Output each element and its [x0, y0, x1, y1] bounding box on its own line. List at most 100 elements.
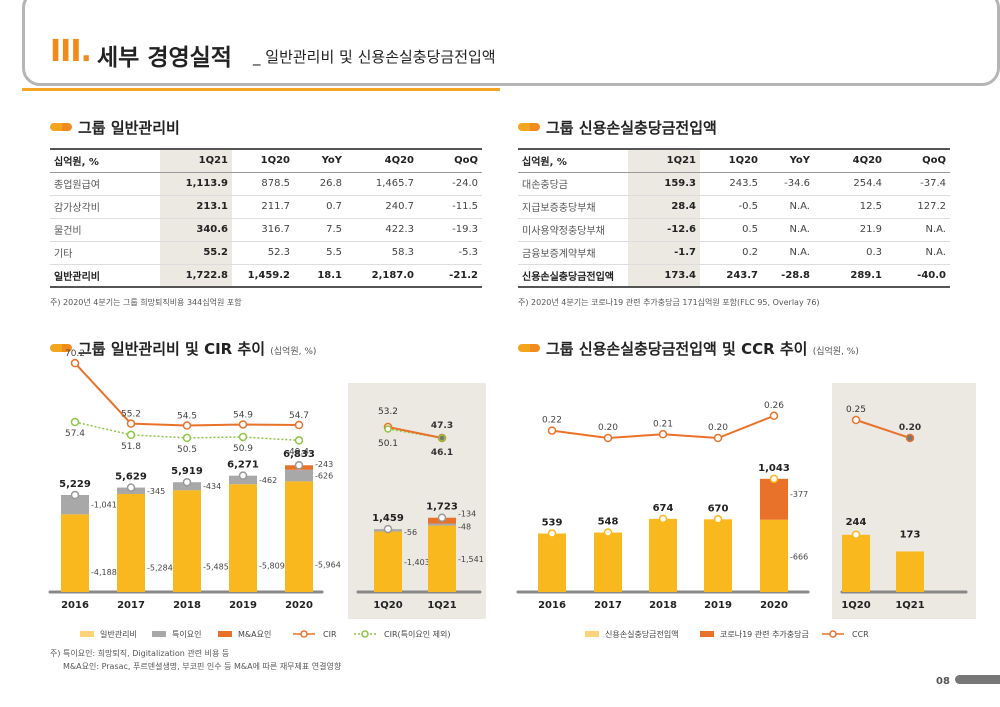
column-header: QoQ — [886, 148, 950, 173]
table-cell: 254.4 — [814, 172, 886, 196]
ccr-point — [658, 430, 668, 439]
ccr-point — [905, 433, 915, 443]
legend-label: 일반관리비 — [100, 629, 137, 639]
component-label: -462 — [259, 476, 277, 485]
table-row: 대손충당금 159.3 243.5 -34.6 254.4 -37.4 — [518, 172, 950, 196]
sga-table: 십억원, % 1Q21 1Q20 YoY 4Q20 QoQ 종업원급여 1,113.9 878.… — [50, 148, 482, 288]
table-cell: 0.5 — [700, 218, 762, 242]
footnote-ma: M&A요인: Prasac, 푸르덴셜생명, 부코핀 인수 등 M&A에 따른 … — [63, 662, 342, 671]
cir-point — [70, 358, 80, 368]
legend-swatch — [80, 631, 94, 637]
bar-segment — [594, 532, 622, 592]
component-label: -666 — [790, 552, 808, 561]
legend-marker — [829, 630, 837, 638]
ccr-point — [603, 433, 613, 443]
table-cell: 물건비 — [50, 218, 160, 242]
legend-swatch — [218, 631, 232, 637]
cir-point — [294, 420, 304, 430]
component-label: -48 — [458, 523, 471, 532]
column-header: 1Q21 — [628, 148, 700, 173]
sga-table-note: 주) 2020년 4분기는 그룹 희망퇴직비용 344십억원 포함 — [50, 298, 242, 307]
cir-label: 53.2 — [378, 407, 398, 417]
bar-segment — [117, 493, 145, 592]
x-tick-label: 2020 — [285, 600, 313, 611]
table-row: 지급보증충당부채 28.4 -0.5 N.A. 12.5 127.2 — [518, 195, 950, 219]
table-cell: 지급보증충당부채 — [518, 195, 628, 219]
table-cell: 신용손실충당금전입액 — [518, 263, 628, 288]
ccr-point — [547, 426, 557, 435]
x-tick-label: 2017 — [594, 600, 622, 611]
x-tick-label: 2019 — [704, 600, 732, 611]
table-cell: -21.2 — [418, 263, 482, 288]
table-cell: 0.7 — [294, 195, 346, 219]
bar-top-marker — [238, 471, 248, 480]
cir-ex-label: 50.1 — [378, 439, 398, 449]
ccr-label: 0.25 — [846, 405, 866, 415]
table-cell: 26.8 — [294, 172, 346, 196]
table-header-row: 십억원, % 1Q21 1Q20 YoY 4Q20 QoQ — [50, 148, 482, 173]
ccr-label: 0.21 — [653, 419, 673, 429]
bar-segment — [842, 534, 870, 592]
component-label: -134 — [458, 510, 476, 519]
bar-top-marker — [182, 477, 192, 487]
bar-total-label: 1,459 — [372, 513, 404, 524]
table-cell: N.A. — [762, 195, 814, 219]
cir-ex-point — [438, 434, 446, 442]
bar-segment — [704, 519, 732, 592]
bar-segment — [61, 514, 89, 592]
table-cell: 878.5 — [232, 172, 294, 196]
table-row: 종업원급여 1,113.9 878.5 26.8 1,465.7 -24.0 — [50, 172, 482, 196]
legend-marker — [361, 630, 369, 638]
bar-top-marker — [126, 483, 136, 492]
cir-ex-label: 46.1 — [431, 448, 453, 458]
table-row: 감가상각비 213.1 211.7 0.7 240.7 -11.5 — [50, 195, 482, 219]
x-tick-label: 2017 — [117, 600, 145, 611]
column-header: YoY — [762, 148, 814, 173]
bar-segment — [896, 551, 924, 592]
column-header: 십억원, % — [518, 148, 628, 173]
page-title: 세부 경영실적 — [97, 45, 232, 71]
ccr-line — [855, 419, 911, 439]
bar-total-label: 5,919 — [171, 466, 203, 477]
bar-top-marker — [437, 513, 447, 522]
cir-ex-label: 51.8 — [121, 442, 141, 452]
table-cell: -34.6 — [762, 172, 814, 196]
legend-label: CCR — [852, 630, 869, 639]
table-cell: 28.4 — [628, 195, 700, 219]
legend-label: M&A요인 — [238, 629, 271, 639]
cir-label: 55.2 — [121, 410, 141, 420]
x-tick-label: 2018 — [649, 600, 677, 611]
page-number: 08 — [936, 676, 950, 687]
table-cell: 12.5 — [814, 195, 886, 219]
table-cell: -28.8 — [762, 263, 814, 288]
x-tick-label: 1Q21 — [427, 600, 456, 611]
component-label: -56 — [404, 528, 417, 537]
cir-point — [238, 420, 248, 429]
cir-point — [126, 419, 136, 428]
bar-top-marker — [713, 515, 723, 524]
table-row: 미사용약정충당부채 -12.6 0.5 N.A. 21.9 N.A. — [518, 218, 950, 242]
section-title-sga-chart: 그룹 일반관리비 및 CIR 추이 (십억원, %) — [50, 338, 316, 359]
component-label: -243 — [315, 460, 333, 469]
table-cell: 159.3 — [628, 172, 700, 196]
ccl-table: 십억원, % 1Q21 1Q20 YoY 4Q20 QoQ 대손충당금 159.3 243.5-… — [518, 148, 950, 288]
legend-swatch — [700, 631, 714, 637]
table-row: 물건비 340.6 316.7 7.5 422.3 -19.3 — [50, 218, 482, 242]
cir-point — [182, 421, 192, 430]
table-cell: -24.0 — [418, 172, 482, 196]
table-cell: 1,722.8 — [160, 263, 232, 288]
legend-label: 코로나19 관련 추가충당금 — [720, 629, 809, 639]
table-total-row: 신용손실충당금전입액 173.4 243.7 -28.8 289.1 -40.0 — [518, 263, 950, 288]
cir-ex-point — [70, 417, 80, 427]
table-cell: -37.4 — [886, 172, 950, 196]
cir-label: 54.9 — [233, 410, 253, 420]
column-header: 4Q20 — [814, 148, 886, 173]
component-label: -5,809 — [259, 561, 285, 570]
component-label: -5,964 — [315, 561, 341, 570]
table-cell: -1.7 — [628, 241, 700, 265]
legend-label: CIR(특이요인 제외) — [384, 629, 450, 639]
table-cell: -19.3 — [418, 218, 482, 242]
table-cell: 1,113.9 — [160, 172, 232, 196]
section-title-sga-table: 그룹 일반관리비 — [50, 117, 180, 138]
table-cell: 미사용약정충당부채 — [518, 218, 628, 242]
